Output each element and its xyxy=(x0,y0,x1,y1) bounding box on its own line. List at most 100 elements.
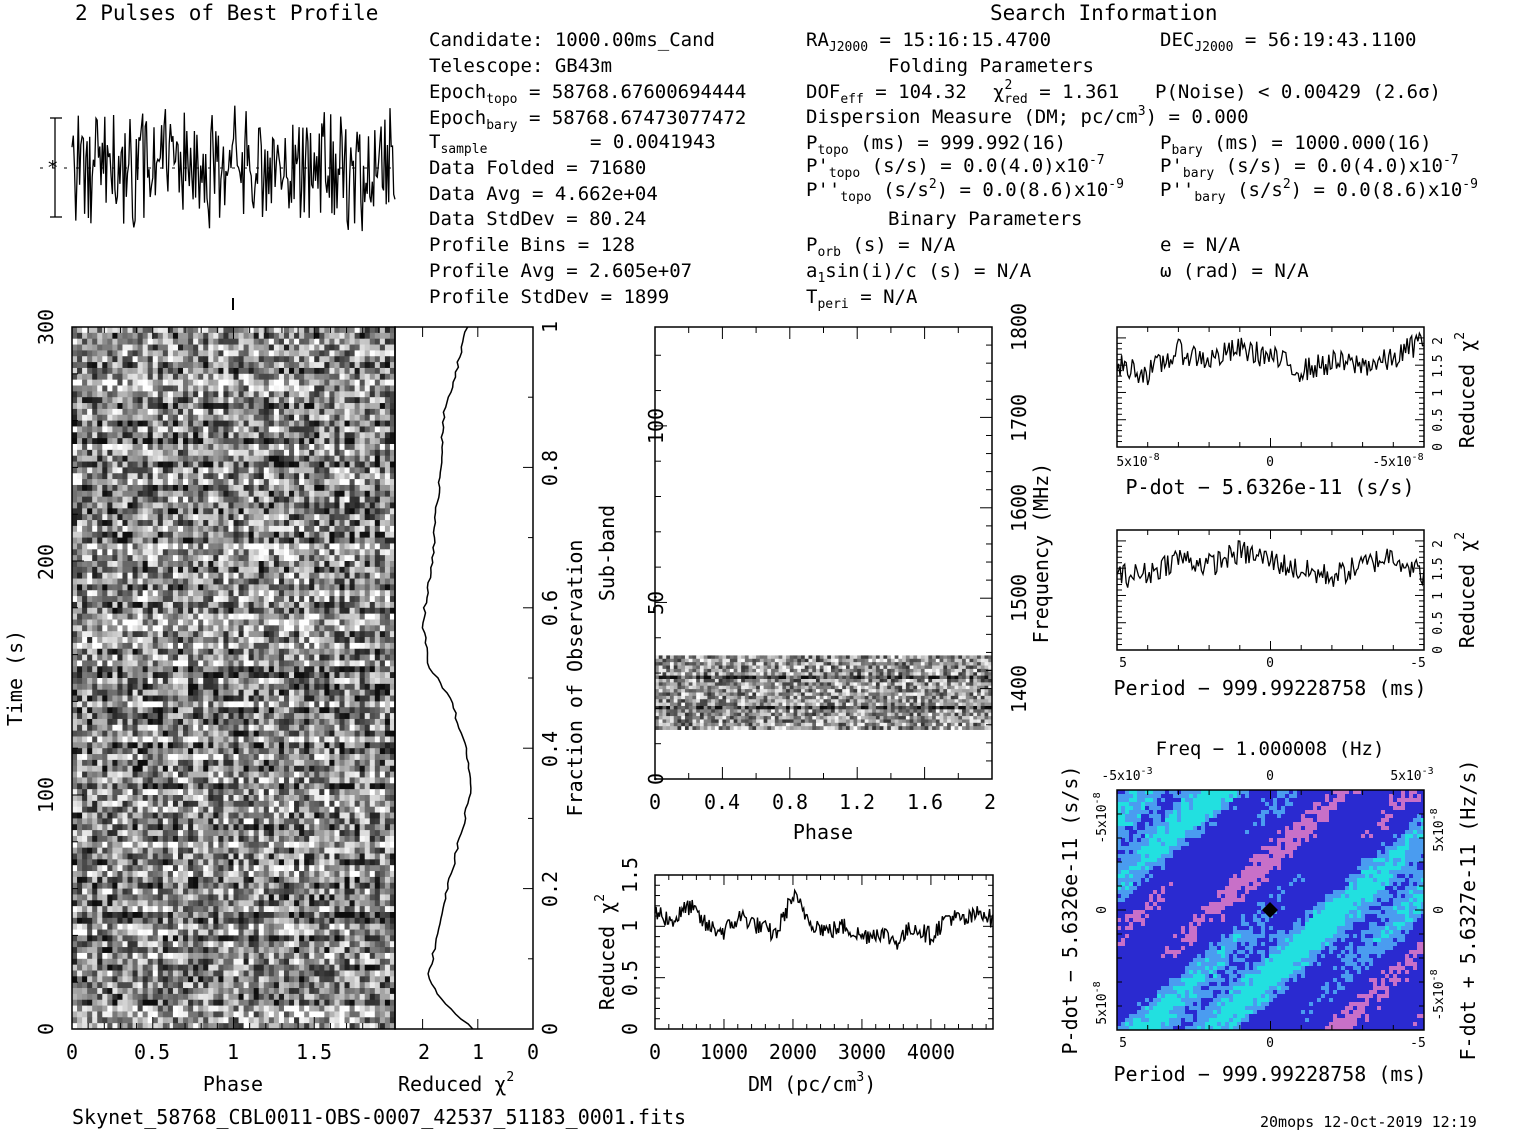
tp-pixel xyxy=(359,449,366,457)
tp-pixel xyxy=(384,344,391,351)
tp-pixel xyxy=(152,344,159,351)
tp-pixel xyxy=(238,707,244,714)
tp-pixel xyxy=(112,520,118,527)
tp-pixel xyxy=(127,637,133,644)
tp-pixel xyxy=(339,332,345,340)
tp-pixel xyxy=(243,678,250,685)
tp-pixel xyxy=(198,754,204,761)
tp-pixel xyxy=(319,426,325,433)
tp-pixel xyxy=(334,683,340,691)
tp-pixel xyxy=(203,520,209,527)
tp-pixel xyxy=(273,356,280,363)
tp-pixel xyxy=(107,520,113,527)
tp-pixel xyxy=(102,549,108,556)
tp-pixel xyxy=(309,520,315,527)
tp-pixel xyxy=(379,561,386,568)
tp-pixel xyxy=(354,637,361,644)
tp-pixel xyxy=(142,607,149,615)
tp-pixel xyxy=(243,543,250,550)
tp-pixel xyxy=(253,356,260,363)
tp-pixel xyxy=(233,742,239,749)
tp-pixel xyxy=(177,484,184,492)
tp-pixel xyxy=(273,742,280,749)
tp-pixel xyxy=(193,707,199,714)
tp-pixel xyxy=(142,525,149,533)
tp-pixel xyxy=(117,672,123,679)
tp-pixel xyxy=(177,403,184,410)
tp-pixel xyxy=(374,765,381,772)
tp-pixel xyxy=(344,490,350,498)
tp-pixel xyxy=(324,724,330,732)
tp-pixel xyxy=(268,701,275,708)
tp-pixel xyxy=(369,327,376,334)
tp-pixel xyxy=(228,631,234,638)
tp-pixel xyxy=(294,678,300,685)
tp-pixel xyxy=(364,455,371,462)
tp-pixel xyxy=(354,426,361,433)
tp-pixel xyxy=(263,537,270,544)
tp-pixel xyxy=(319,367,325,375)
tp-pixel xyxy=(304,637,310,644)
tp-pixel xyxy=(172,625,179,632)
tp-pixel xyxy=(289,748,295,755)
tp-pixel xyxy=(167,408,174,416)
tp-pixel xyxy=(137,678,144,685)
tp-pixel xyxy=(283,666,290,673)
tp-pixel xyxy=(339,385,345,392)
tp-pixel xyxy=(203,350,209,357)
tp-pixel xyxy=(102,373,108,381)
tp-pixel xyxy=(132,561,139,568)
tp-pixel xyxy=(152,724,159,732)
tp-pixel xyxy=(177,332,184,340)
tp-pixel xyxy=(304,391,310,398)
tp-pixel xyxy=(82,473,88,480)
tp-pixel xyxy=(152,695,159,702)
tp-pixel xyxy=(92,642,98,650)
tp-pixel xyxy=(188,543,194,550)
tp-pixel xyxy=(233,748,239,755)
tp-pixel xyxy=(389,420,396,427)
tp-pixel xyxy=(263,660,270,667)
tp-pixel xyxy=(309,572,315,579)
tp-pixel xyxy=(349,584,356,591)
tp-pixel xyxy=(97,730,103,737)
tp-pixel xyxy=(289,678,295,685)
tp-pixel xyxy=(132,654,139,661)
tp-pixel xyxy=(193,484,199,492)
tp-pixel xyxy=(379,408,386,416)
tp-pixel xyxy=(309,391,315,398)
tp-pixel xyxy=(253,695,260,702)
tp-pixel xyxy=(314,648,320,655)
tp-pixel xyxy=(82,742,88,749)
tp-pixel xyxy=(117,508,123,515)
tp-pixel xyxy=(92,508,98,515)
tp-pixel xyxy=(268,561,275,568)
tp-pixel xyxy=(198,496,204,503)
tp-pixel xyxy=(117,350,123,357)
tp-pixel xyxy=(294,543,300,550)
tp-pixel xyxy=(183,514,189,521)
tp-pixel xyxy=(369,455,376,462)
tp-pixel xyxy=(263,385,270,392)
tp-pixel xyxy=(238,432,244,439)
tp-pixel xyxy=(339,531,345,538)
tp-pixel xyxy=(183,367,189,375)
tp-pixel xyxy=(384,549,391,556)
tp-pixel xyxy=(157,642,164,650)
tp-pixel xyxy=(273,414,280,421)
tp-pixel xyxy=(137,701,144,708)
tp-pixel xyxy=(213,379,219,386)
tp-pixel xyxy=(354,490,361,498)
tp-pixel xyxy=(354,707,361,714)
tp-pixel xyxy=(233,449,239,457)
tp-pixel xyxy=(304,701,310,708)
tp-pixel xyxy=(122,461,128,468)
tp-pixel xyxy=(152,590,159,597)
tp-pixel xyxy=(314,607,320,615)
tp-pixel xyxy=(122,490,128,498)
tp-pixel xyxy=(354,578,361,585)
tp-pixel xyxy=(92,730,98,737)
tp-pixel xyxy=(253,584,260,591)
tp-pixel xyxy=(268,619,275,626)
tp-pixel xyxy=(107,742,113,749)
